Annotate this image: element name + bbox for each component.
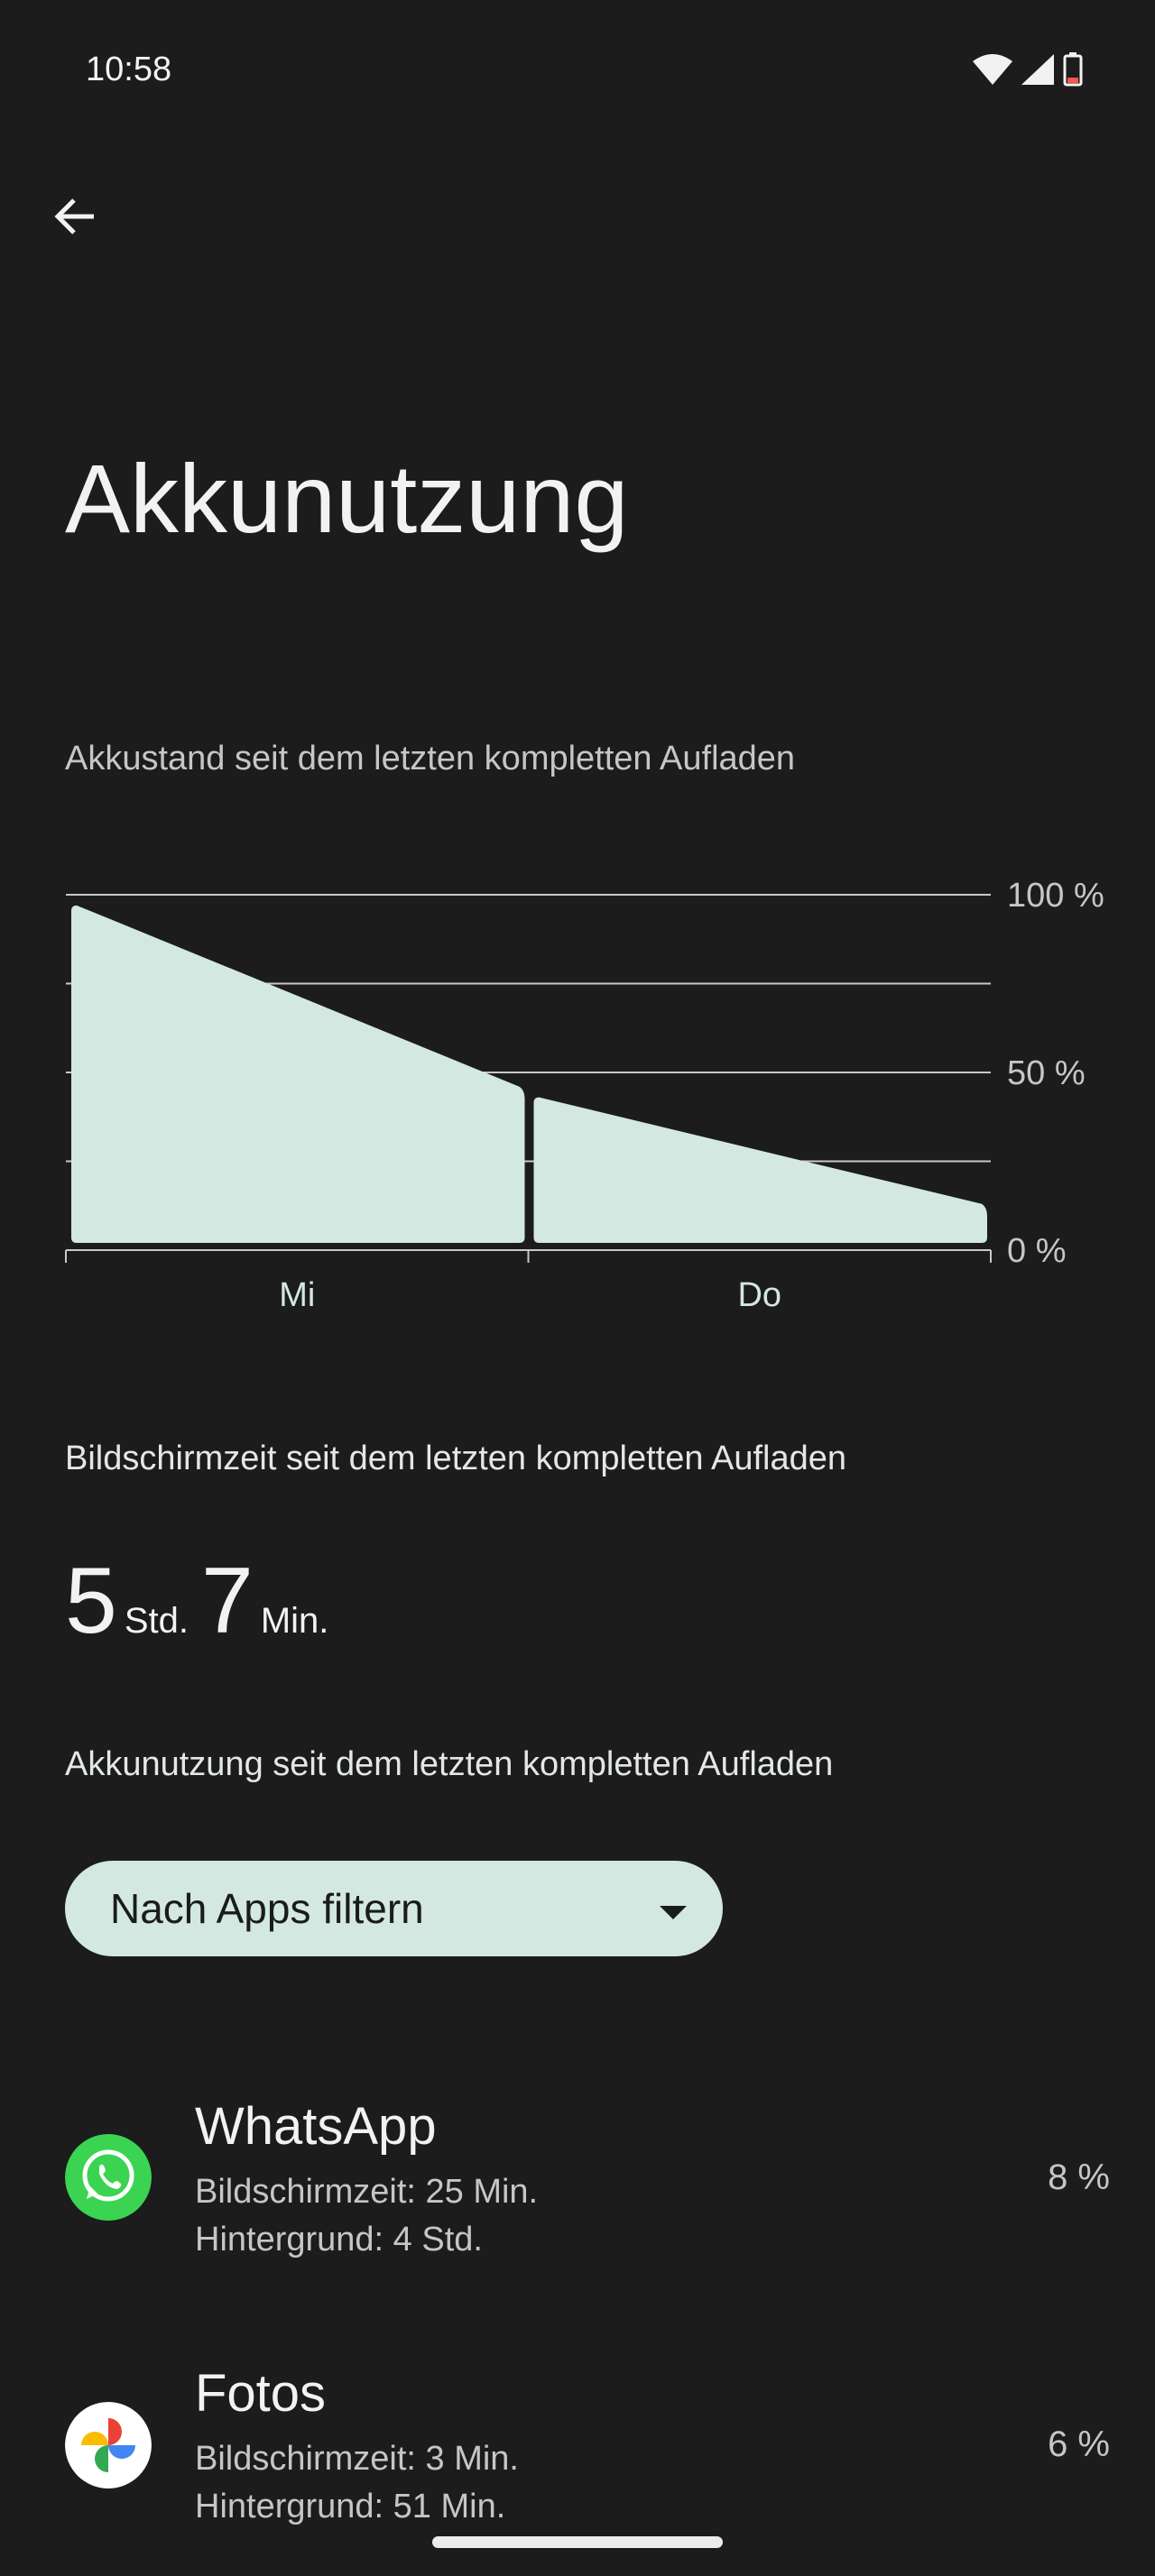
whatsapp-icon — [65, 2134, 152, 2221]
battery-level-chart: Mi Do 100 % 50 % 0 % — [65, 877, 1104, 1314]
screen-time-hours: 5 — [65, 1549, 117, 1653]
wifi-icon — [973, 54, 1012, 85]
battery-low-icon — [1063, 52, 1083, 87]
filter-label: Nach Apps filtern — [110, 1885, 424, 1932]
y-tick-label: 50 % — [1007, 1054, 1086, 1092]
app-row-fotos[interactable]: Fotos Bildschirmzeit: 3 Min. Hintergrund… — [0, 2336, 1155, 2553]
app-background-time: Hintergrund: 51 Min. — [195, 2488, 506, 2525]
screen-time-heading: Bildschirmzeit seit dem letzten komplett… — [65, 1440, 846, 1477]
app-name: WhatsApp — [195, 2097, 437, 2156]
x-tick-label: Mi — [279, 1276, 315, 1314]
google-photos-icon — [65, 2402, 152, 2489]
page-title: Akkunutzung — [65, 444, 629, 553]
gesture-nav-handle[interactable] — [432, 2536, 723, 2548]
dropdown-arrow-icon — [660, 1906, 687, 1919]
app-screen-time: Bildschirmzeit: 3 Min. — [195, 2440, 519, 2478]
status-time: 10:58 — [86, 51, 172, 88]
app-row-whatsapp[interactable]: WhatsApp Bildschirmzeit: 25 Min. Hinterg… — [0, 2069, 1155, 2286]
x-tick-label: Do — [737, 1276, 781, 1314]
app-percent: 8 % — [1048, 2157, 1110, 2197]
screen-time-minutes: 7 — [201, 1549, 254, 1653]
screen-time-value: 5 Std. 7 Min. — [65, 1548, 341, 1655]
y-tick-label: 100 % — [1007, 877, 1104, 915]
screen-time-hours-unit: Std. — [124, 1601, 189, 1641]
arrow-back-icon[interactable] — [51, 191, 101, 242]
battery-segment-Do — [533, 1097, 987, 1243]
battery-segment-Mi — [71, 905, 525, 1243]
status-icons — [973, 52, 1083, 87]
chart-subtitle: Akkustand seit dem letzten kompletten Au… — [65, 740, 796, 777]
app-screen-time: Bildschirmzeit: 25 Min. — [195, 2173, 539, 2211]
y-tick-label: 0 % — [1007, 1232, 1066, 1270]
filter-dropdown[interactable]: Nach Apps filtern — [65, 1861, 723, 1956]
app-percent: 6 % — [1048, 2424, 1110, 2464]
app-background-time: Hintergrund: 4 Std. — [195, 2221, 483, 2259]
signal-icon — [1021, 54, 1054, 85]
screen-time-minutes-unit: Min. — [260, 1601, 329, 1641]
app-name: Fotos — [195, 2364, 327, 2423]
usage-heading: Akkunutzung seit dem letzten kompletten … — [65, 1745, 834, 1783]
